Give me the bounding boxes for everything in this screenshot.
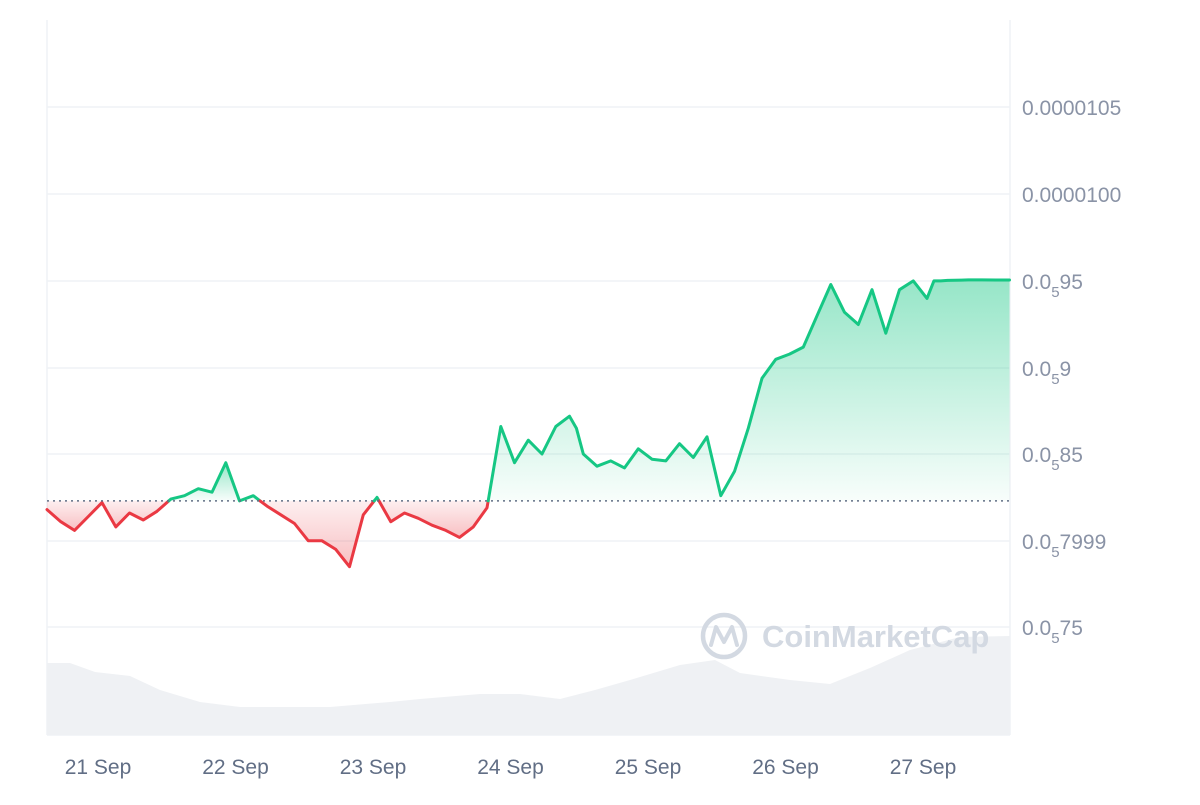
x-tick-label: 21 Sep (65, 756, 132, 779)
watermark: CoinMarketCap (700, 612, 989, 660)
y-tick-label: 0.057999 (1022, 531, 1106, 561)
area-layer (47, 279, 1010, 567)
volume-layer (47, 636, 1010, 735)
coinmarketcap-logo-icon (700, 612, 748, 660)
x-tick-label: 23 Sep (340, 756, 407, 779)
price-line-down-0 (45, 499, 171, 532)
x-tick-label: 26 Sep (752, 756, 819, 779)
volume-area (47, 636, 1010, 735)
y-axis: 0.0000105 0.0000100 0.0595 0.059 0.0585 0.057… (1022, 97, 1121, 647)
area-up-5 (488, 279, 1010, 501)
y-tick-label: 0.059 (1022, 358, 1071, 388)
x-tick-label: 22 Sep (202, 756, 269, 779)
y-tick-label: 0.0595 (1022, 271, 1083, 301)
price-line-up-5 (486, 278, 1011, 503)
x-axis: 21 Sep 22 Sep 23 Sep 24 Sep 25 Sep 26 Sep 27 S… (65, 756, 957, 779)
x-tick-label: 25 Sep (615, 756, 682, 779)
area-down-0 (47, 500, 169, 531)
price-line-down-4 (377, 499, 490, 539)
y-tick-label: 0.0000100 (1022, 184, 1121, 207)
y-tick-label: 0.0000105 (1022, 97, 1121, 120)
watermark-text: CoinMarketCap (762, 619, 989, 654)
price-line-up-1 (167, 461, 262, 503)
y-tick-label: 0.0585 (1022, 444, 1083, 474)
area-down-2 (260, 500, 375, 567)
x-tick-label: 24 Sep (477, 756, 544, 779)
y-tick-label: 0.0575 (1022, 617, 1083, 647)
line-layer (45, 278, 1011, 569)
x-tick-label: 27 Sep (890, 756, 957, 779)
area-down-4 (379, 500, 489, 538)
price-line-down-2 (258, 499, 376, 569)
